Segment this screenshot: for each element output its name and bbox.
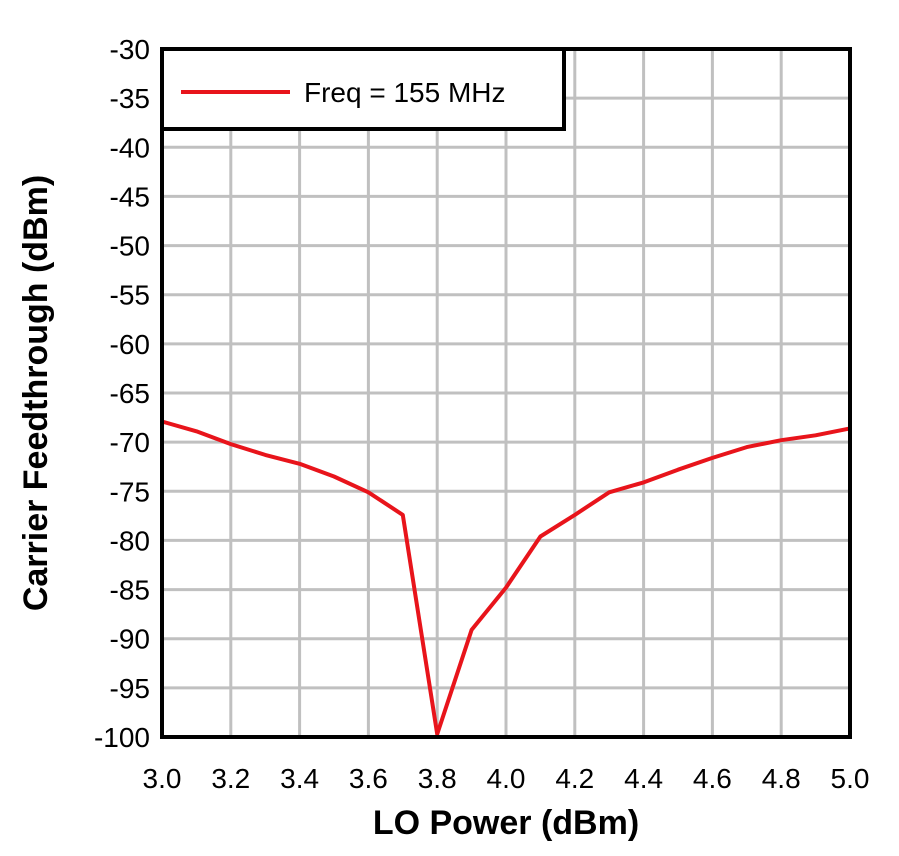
legend-label: Freq = 155 MHz bbox=[304, 77, 506, 108]
y-tick-label: -100 bbox=[94, 722, 150, 753]
x-tick-label: 3.6 bbox=[349, 763, 388, 794]
y-tick-label: -65 bbox=[110, 378, 150, 409]
y-tick-labels: -30 -35 -40 -45 -50 -55 -60 -65 -70 -75 -80 -85 -90 -… bbox=[94, 34, 150, 753]
x-tick-label: 4.6 bbox=[693, 763, 732, 794]
x-tick-label: 4.4 bbox=[624, 763, 663, 794]
y-tick-label: -80 bbox=[110, 525, 150, 556]
x-tick-label: 4.0 bbox=[487, 763, 526, 794]
x-tick-label: 3.4 bbox=[280, 763, 319, 794]
y-axis-title: Carrier Feedthrough (dBm) bbox=[17, 175, 55, 611]
legend: Freq = 155 MHz bbox=[160, 47, 566, 131]
x-tick-label: 3.8 bbox=[418, 763, 457, 794]
y-tick-label: -55 bbox=[110, 280, 150, 311]
grid bbox=[160, 47, 852, 739]
y-tick-label: -95 bbox=[110, 673, 150, 704]
x-axis-title: LO Power (dBm) bbox=[373, 804, 639, 842]
x-tick-labels: 3.0 3.2 3.4 3.6 3.8 4.0 4.2 4.4 4.6 4.8 5.0 bbox=[143, 763, 870, 794]
x-tick-label: 5.0 bbox=[831, 763, 870, 794]
y-tick-label: -50 bbox=[110, 231, 150, 262]
x-tick-label: 3.2 bbox=[211, 763, 250, 794]
y-tick-label: -70 bbox=[110, 427, 150, 458]
legend-box bbox=[160, 47, 566, 131]
y-tick-label: -40 bbox=[110, 132, 150, 163]
x-tick-label: 3.0 bbox=[143, 763, 182, 794]
y-tick-label: -30 bbox=[110, 34, 150, 65]
plot-area bbox=[161, 419, 851, 737]
y-tick-label: -85 bbox=[110, 575, 150, 606]
y-tick-label: -45 bbox=[110, 181, 150, 212]
y-tick-label: -90 bbox=[110, 624, 150, 655]
y-tick-label: -75 bbox=[110, 476, 150, 507]
x-tick-label: 4.8 bbox=[762, 763, 801, 794]
series-line bbox=[161, 419, 851, 737]
y-tick-label: -60 bbox=[110, 329, 150, 360]
x-tick-label: 4.2 bbox=[555, 763, 594, 794]
y-tick-label: -35 bbox=[110, 83, 150, 114]
